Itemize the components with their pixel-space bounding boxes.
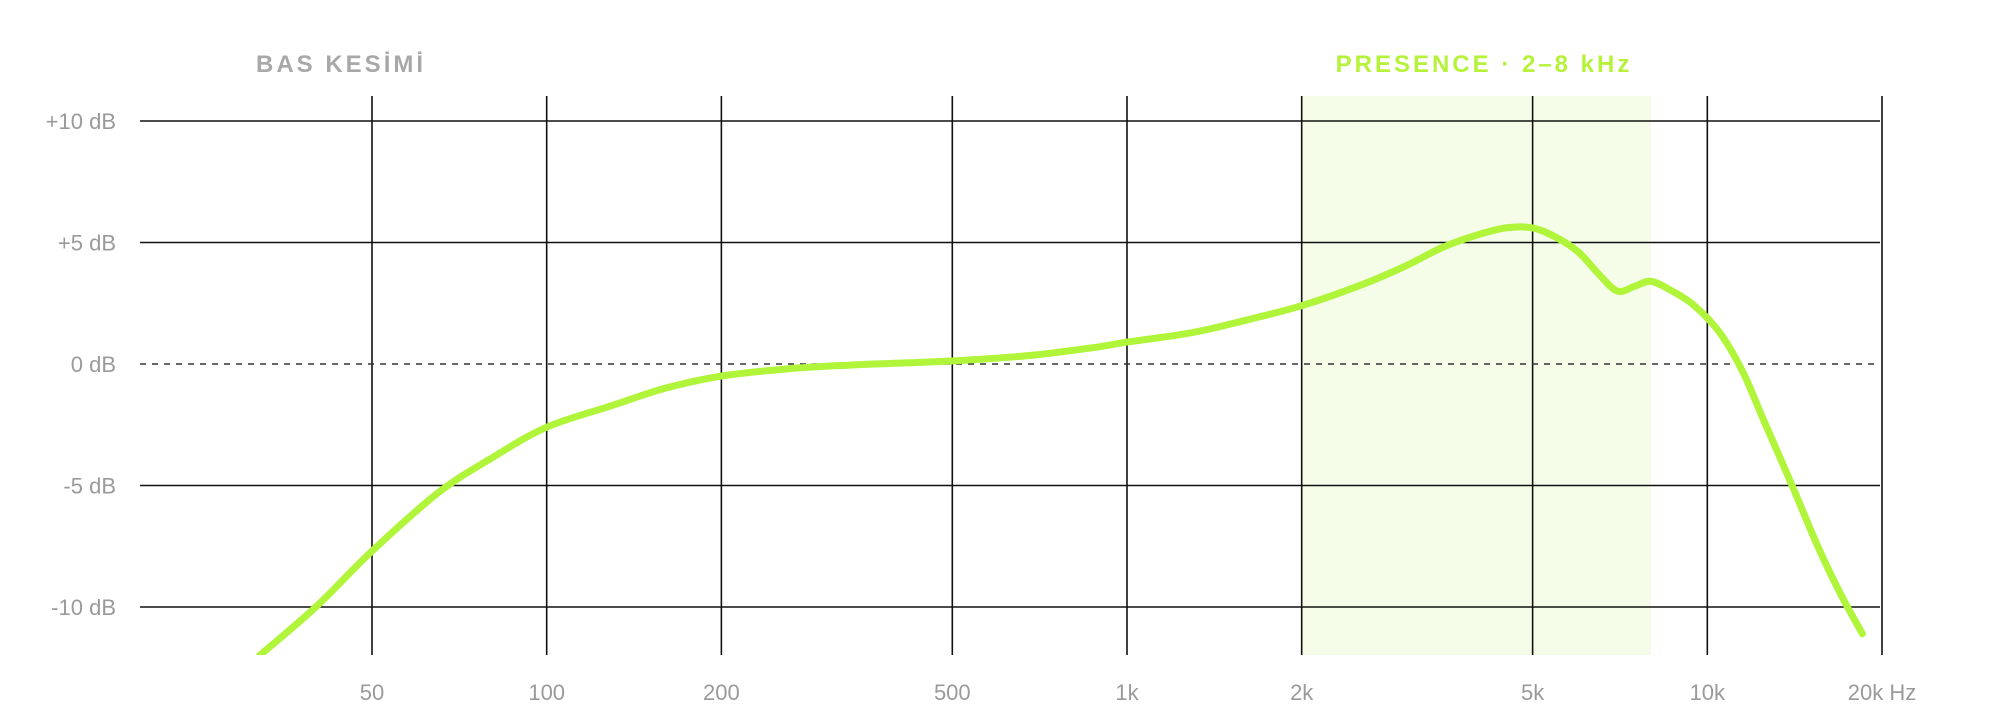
bass-cut-label: BAS KESİMİ (256, 51, 426, 78)
x-tick-label: 20k Hz (1848, 680, 1916, 705)
x-tick-label: 5k (1521, 680, 1545, 705)
y-tick-label: -10 dB (51, 595, 116, 620)
x-tick-label: 10k (1690, 680, 1726, 705)
x-tick-label: 500 (934, 680, 971, 705)
x-tick-label: 2k (1290, 680, 1314, 705)
grid (140, 96, 1883, 655)
y-tick-label: +10 dB (46, 109, 116, 134)
x-tick-label: 50 (360, 680, 384, 705)
y-tick-label: -5 dB (63, 474, 116, 499)
x-tick-label: 200 (703, 680, 740, 705)
presence-band (1301, 96, 1652, 655)
tick-labels: 50 100 200 500 1k 2k 5k 10k 20k Hz +10 dB +5 dB 0 d… (46, 109, 1917, 705)
response-curve (256, 223, 1866, 655)
y-tick-label: 0 dB (71, 352, 116, 377)
presence-label: PRESENCE · 2–8 kHz (1336, 51, 1633, 78)
y-tick-label: +5 dB (58, 231, 116, 256)
x-tick-label: 1k (1115, 680, 1139, 705)
x-tick-label: 100 (528, 680, 565, 705)
